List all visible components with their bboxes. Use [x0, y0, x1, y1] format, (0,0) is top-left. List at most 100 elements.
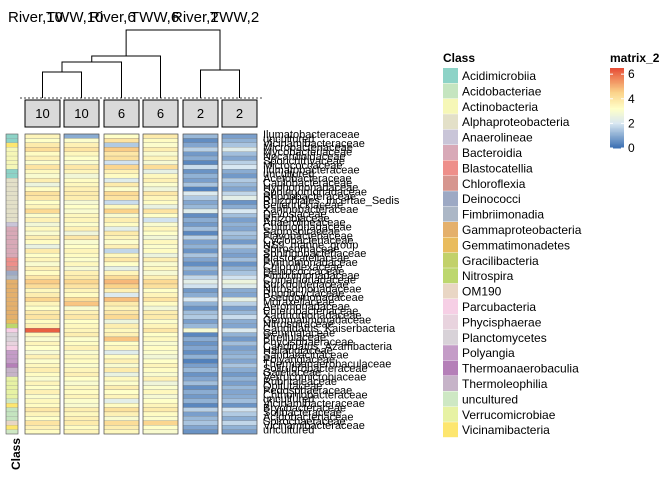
heatmap-cell: [142, 425, 179, 430]
heatmap-cell: [182, 354, 219, 360]
heatmap-cell: [221, 155, 258, 161]
heatmap-cell: [182, 341, 219, 346]
color-scale-segment: [610, 69, 624, 72]
heatmap-cell: [63, 363, 100, 368]
class-legend-swatch: [443, 191, 458, 207]
color-scale-segment: [610, 133, 624, 136]
heatmap-cell: [103, 133, 140, 139]
cluster-label: 6: [157, 106, 164, 121]
heatmap-cell: [221, 160, 258, 166]
heatmap-cell: [103, 261, 140, 267]
heatmap-cell: [63, 155, 100, 161]
color-scale-segment: [610, 125, 624, 128]
color-scale-segment: [610, 102, 624, 105]
heatmap-cell: [221, 244, 258, 249]
heatmap-cell: [182, 336, 219, 342]
heatmap-cell: [182, 283, 219, 289]
class-legend-label: Actinobacteria: [462, 100, 538, 114]
heatmap-cell: [103, 332, 140, 338]
heatmap-cell: [142, 376, 179, 382]
heatmap-cell: [103, 358, 140, 364]
heatmap-cell: [24, 138, 61, 143]
class-annotation-cell: [5, 204, 19, 210]
class-legend-label: Gemmatimonadetes: [462, 238, 570, 252]
row-label: Solirubrobacteraceae: [263, 363, 368, 375]
heatmap-cell: [221, 275, 258, 280]
heatmap-cell: [24, 323, 61, 329]
row-label: Nitrospiraceae: [263, 319, 334, 331]
row-label: Ilumatobacteraceae: [263, 164, 360, 176]
heatmap-cell: [63, 301, 100, 307]
class-annotation-cell: [5, 155, 19, 161]
heatmap-cell: [142, 200, 179, 205]
heatmap-cell: [63, 425, 100, 430]
heatmap-cell: [24, 380, 61, 386]
heatmap-cell: [63, 142, 100, 148]
cluster-label-box: [63, 99, 100, 128]
heatmap-cell: [103, 244, 140, 249]
heatmap-cell: [63, 226, 100, 232]
heatmap-cell: [182, 367, 219, 373]
class-legend-label: Anaerolineae: [462, 131, 533, 145]
heatmap-cell: [221, 389, 258, 395]
class-annotation-cell: [5, 297, 19, 302]
color-scale-segment: [610, 97, 624, 100]
color-scale-segment: [610, 100, 624, 102]
class-legend-swatch: [443, 206, 458, 222]
heatmap-cell: [142, 195, 179, 201]
row-label: Saprospiraceae: [263, 226, 340, 238]
heatmap-cell: [142, 138, 179, 143]
class-legend-label: Gammaproteobacteria: [462, 223, 582, 237]
class-annotation-cell: [5, 200, 19, 205]
heatmap-cell: [24, 160, 61, 166]
heatmap-cell: [24, 213, 61, 218]
dendrogram-branch: [42, 71, 82, 98]
row-label: Xanthobacteraceae: [263, 204, 358, 216]
heatmap-cell: [24, 372, 61, 377]
heatmap-cell: [182, 138, 219, 143]
heatmap-cell: [24, 332, 61, 338]
class-legend-swatch: [443, 314, 458, 330]
row-label: Verrucomicrobiaceae: [263, 372, 366, 384]
heatmap-cell: [63, 235, 100, 241]
color-scale-segment: [610, 85, 624, 88]
heatmap-cell: [182, 142, 219, 148]
heatmap-cell: [221, 327, 258, 333]
heatmap-cell: [221, 261, 258, 267]
heatmap-cell: [24, 376, 61, 382]
heatmap-cell: [221, 341, 258, 346]
color-scale-segment: [610, 74, 624, 77]
heatmap-cell: [182, 200, 219, 205]
heatmap-cell: [24, 226, 61, 232]
heatmap-cell: [182, 261, 219, 267]
heatmap-cell: [103, 266, 140, 271]
heatmap-cell: [221, 235, 258, 241]
heatmap-cell: [103, 182, 140, 188]
heatmap-cell: [221, 301, 258, 307]
heatmap-cell: [182, 173, 219, 179]
heatmap-cell: [142, 420, 179, 426]
heatmap-cell: [142, 248, 179, 254]
heatmap-cell: [103, 248, 140, 254]
row-label: uncultured: [263, 133, 314, 145]
column-title: TWW,6: [130, 9, 179, 26]
row-label: Pedosphaeraceae: [263, 385, 352, 397]
heatmap-cell: [182, 420, 219, 426]
color-scale-segment: [610, 141, 624, 144]
heatmap-cell: [63, 213, 100, 218]
color-scale-segment: [610, 93, 624, 96]
class-annotation-cell: [5, 195, 19, 201]
heatmap-cell: [103, 177, 140, 183]
color-scale-segment: [610, 122, 624, 125]
heatmap-cell: [103, 169, 140, 174]
heatmap-cell: [182, 411, 219, 417]
heatmap-cell: [221, 385, 258, 391]
heatmap-cell: [63, 257, 100, 263]
class-annotation-cell: [5, 407, 19, 413]
class-annotation-cell: [5, 213, 19, 218]
heatmap-cell: [182, 248, 219, 254]
row-label: Gemmatimonadaceae: [263, 314, 371, 326]
heatmap-cell: [24, 288, 61, 293]
heatmap-cell: [221, 204, 258, 210]
